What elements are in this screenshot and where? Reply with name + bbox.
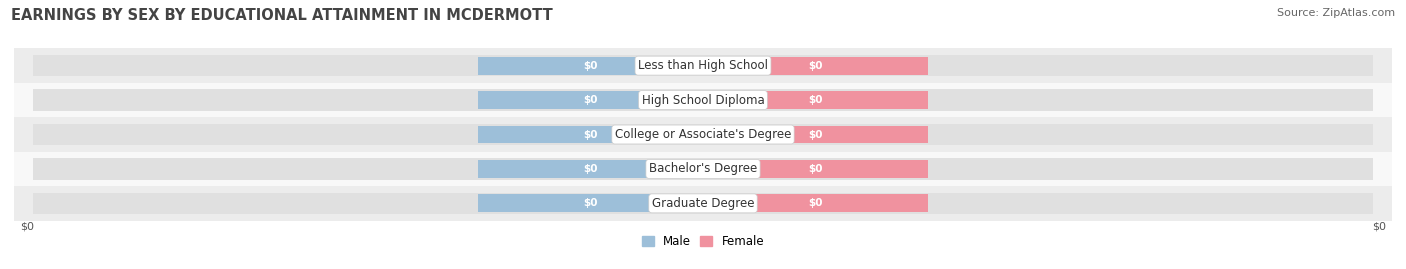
- Bar: [32, 55, 1374, 76]
- Bar: [32, 124, 1374, 145]
- Text: Source: ZipAtlas.com: Source: ZipAtlas.com: [1277, 8, 1395, 18]
- Text: $0: $0: [583, 95, 598, 105]
- Text: Bachelor's Degree: Bachelor's Degree: [650, 162, 756, 175]
- Bar: [14, 48, 1392, 83]
- Legend: Male, Female: Male, Female: [637, 230, 769, 253]
- Text: $0: $0: [808, 129, 823, 140]
- Text: High School Diploma: High School Diploma: [641, 94, 765, 107]
- Text: Graduate Degree: Graduate Degree: [652, 197, 754, 210]
- Text: College or Associate's Degree: College or Associate's Degree: [614, 128, 792, 141]
- Bar: [703, 91, 928, 109]
- Text: $0: $0: [1372, 221, 1386, 231]
- Text: $0: $0: [583, 164, 598, 174]
- Text: $0: $0: [583, 198, 598, 208]
- Bar: [703, 57, 928, 75]
- Bar: [14, 186, 1392, 221]
- Bar: [478, 57, 703, 75]
- Text: $0: $0: [20, 221, 34, 231]
- Bar: [703, 126, 928, 143]
- Bar: [14, 117, 1392, 152]
- Bar: [703, 194, 928, 212]
- Bar: [703, 160, 928, 178]
- Text: $0: $0: [808, 198, 823, 208]
- Bar: [478, 160, 703, 178]
- Bar: [14, 152, 1392, 186]
- Text: $0: $0: [808, 61, 823, 71]
- Text: $0: $0: [583, 61, 598, 71]
- Text: EARNINGS BY SEX BY EDUCATIONAL ATTAINMENT IN MCDERMOTT: EARNINGS BY SEX BY EDUCATIONAL ATTAINMEN…: [11, 8, 553, 23]
- Bar: [478, 126, 703, 143]
- Bar: [32, 158, 1374, 180]
- Bar: [32, 193, 1374, 214]
- Text: $0: $0: [808, 95, 823, 105]
- Bar: [14, 83, 1392, 117]
- Bar: [478, 194, 703, 212]
- Text: $0: $0: [808, 164, 823, 174]
- Bar: [478, 91, 703, 109]
- Text: $0: $0: [583, 129, 598, 140]
- Text: Less than High School: Less than High School: [638, 59, 768, 72]
- Bar: [32, 89, 1374, 111]
